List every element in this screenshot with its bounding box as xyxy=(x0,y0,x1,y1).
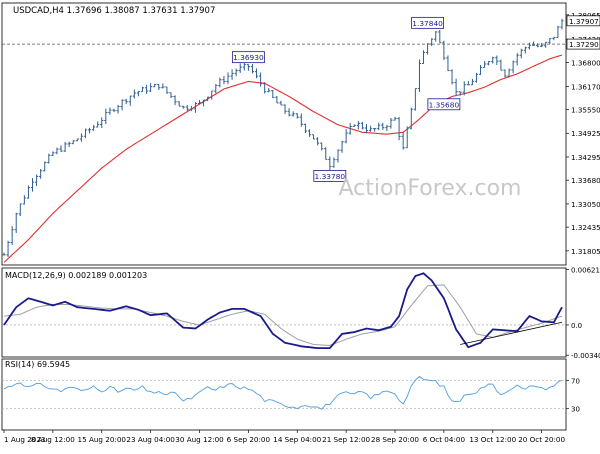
moving-average-line xyxy=(3,54,563,263)
price-axis: 1.380651.374201.368001.361701.355501.349… xyxy=(2,11,600,256)
line-price-label: 1.37290 xyxy=(569,40,599,49)
price-tick-label: 1.38065 xyxy=(571,11,600,20)
macd-main-line xyxy=(3,272,563,349)
macd-trendline xyxy=(460,321,563,345)
macd-tick-label: -0.003407 xyxy=(571,352,600,360)
price-tick-label: 1.34295 xyxy=(571,153,600,162)
candle-layer xyxy=(2,18,564,257)
time-tick-label: 30 Aug 12:00 xyxy=(175,435,224,444)
price-tick-label: 1.32435 xyxy=(571,223,600,232)
current-price-box xyxy=(566,15,600,27)
rsi-tick-label: 30 xyxy=(571,406,580,414)
annotation-label: 1.37840 xyxy=(412,19,443,28)
time-tick-label: 6 Sep 20:00 xyxy=(227,435,271,444)
price-tick-label: 1.36170 xyxy=(571,82,600,91)
rsi-layer: 70 30 xyxy=(2,375,580,414)
line-price-box xyxy=(566,38,600,50)
chart-title: USDCAD,H4 1.37696 1.38087 1.37631 1.3790… xyxy=(13,6,215,16)
annotation-label: 1.36930 xyxy=(233,53,264,62)
time-tick-label: 23 Aug 04:00 xyxy=(126,435,175,444)
time-tick-label: 1 Aug 2023 xyxy=(4,435,45,444)
annotation-box xyxy=(313,170,347,182)
annotation-label: 1.33780 xyxy=(315,172,346,181)
price-tick-label: 1.33050 xyxy=(571,200,600,209)
rsi-tick-label: 70 xyxy=(571,377,580,385)
price-tick-label: 1.35550 xyxy=(571,106,600,115)
macd-tick-label: 0.0 xyxy=(571,322,582,330)
annotation-layer: 1.36930 1.33780 1.37840 1.35680 xyxy=(231,16,461,182)
current-price-label: 1.37907 xyxy=(569,17,599,26)
time-tick-label: 28 Sep 20:00 xyxy=(371,435,419,444)
rsi-panel-frame xyxy=(1,358,567,431)
time-tick-label: 6 Oct 04:00 xyxy=(423,435,466,444)
price-tick-label: 1.31805 xyxy=(571,247,600,256)
annotation-box xyxy=(411,16,444,29)
annotation-label: 1.35680 xyxy=(429,100,460,109)
time-tick-label: 15 Aug 20:00 xyxy=(78,435,127,444)
macd-tick-label: 0.006216 xyxy=(571,266,600,274)
time-tick-label: 8 Aug 12:00 xyxy=(31,435,75,444)
annotation-box xyxy=(231,51,265,64)
time-tick-label: 14 Sep 04:00 xyxy=(273,435,321,444)
rsi-line xyxy=(3,375,563,410)
price-panel-frame xyxy=(1,2,567,266)
moving-average-layer xyxy=(3,54,563,263)
price-tick-label: 1.36800 xyxy=(571,59,600,68)
annotation-box xyxy=(427,98,461,111)
price-tick-label: 1.34925 xyxy=(571,129,600,138)
time-tick-label: 20 Oct 20:00 xyxy=(518,435,565,444)
watermark: ActionForex.com xyxy=(339,176,522,201)
price-tick-label: 1.33680 xyxy=(571,176,600,185)
rsi-legend: RSI(14) 69.5945 xyxy=(5,360,70,369)
macd-signal-line xyxy=(3,284,563,346)
time-tick-label: 21 Sep 12:00 xyxy=(322,435,370,444)
macd-layer: 0.006216 0.0 -0.003407 xyxy=(2,266,600,360)
macd-panel-frame xyxy=(1,267,567,358)
panel-frames xyxy=(1,2,567,431)
time-tick-label: 13 Oct 12:00 xyxy=(469,435,516,444)
macd-legend: MACD(12,26,9) 0.002189 0.001203 xyxy=(5,271,147,280)
